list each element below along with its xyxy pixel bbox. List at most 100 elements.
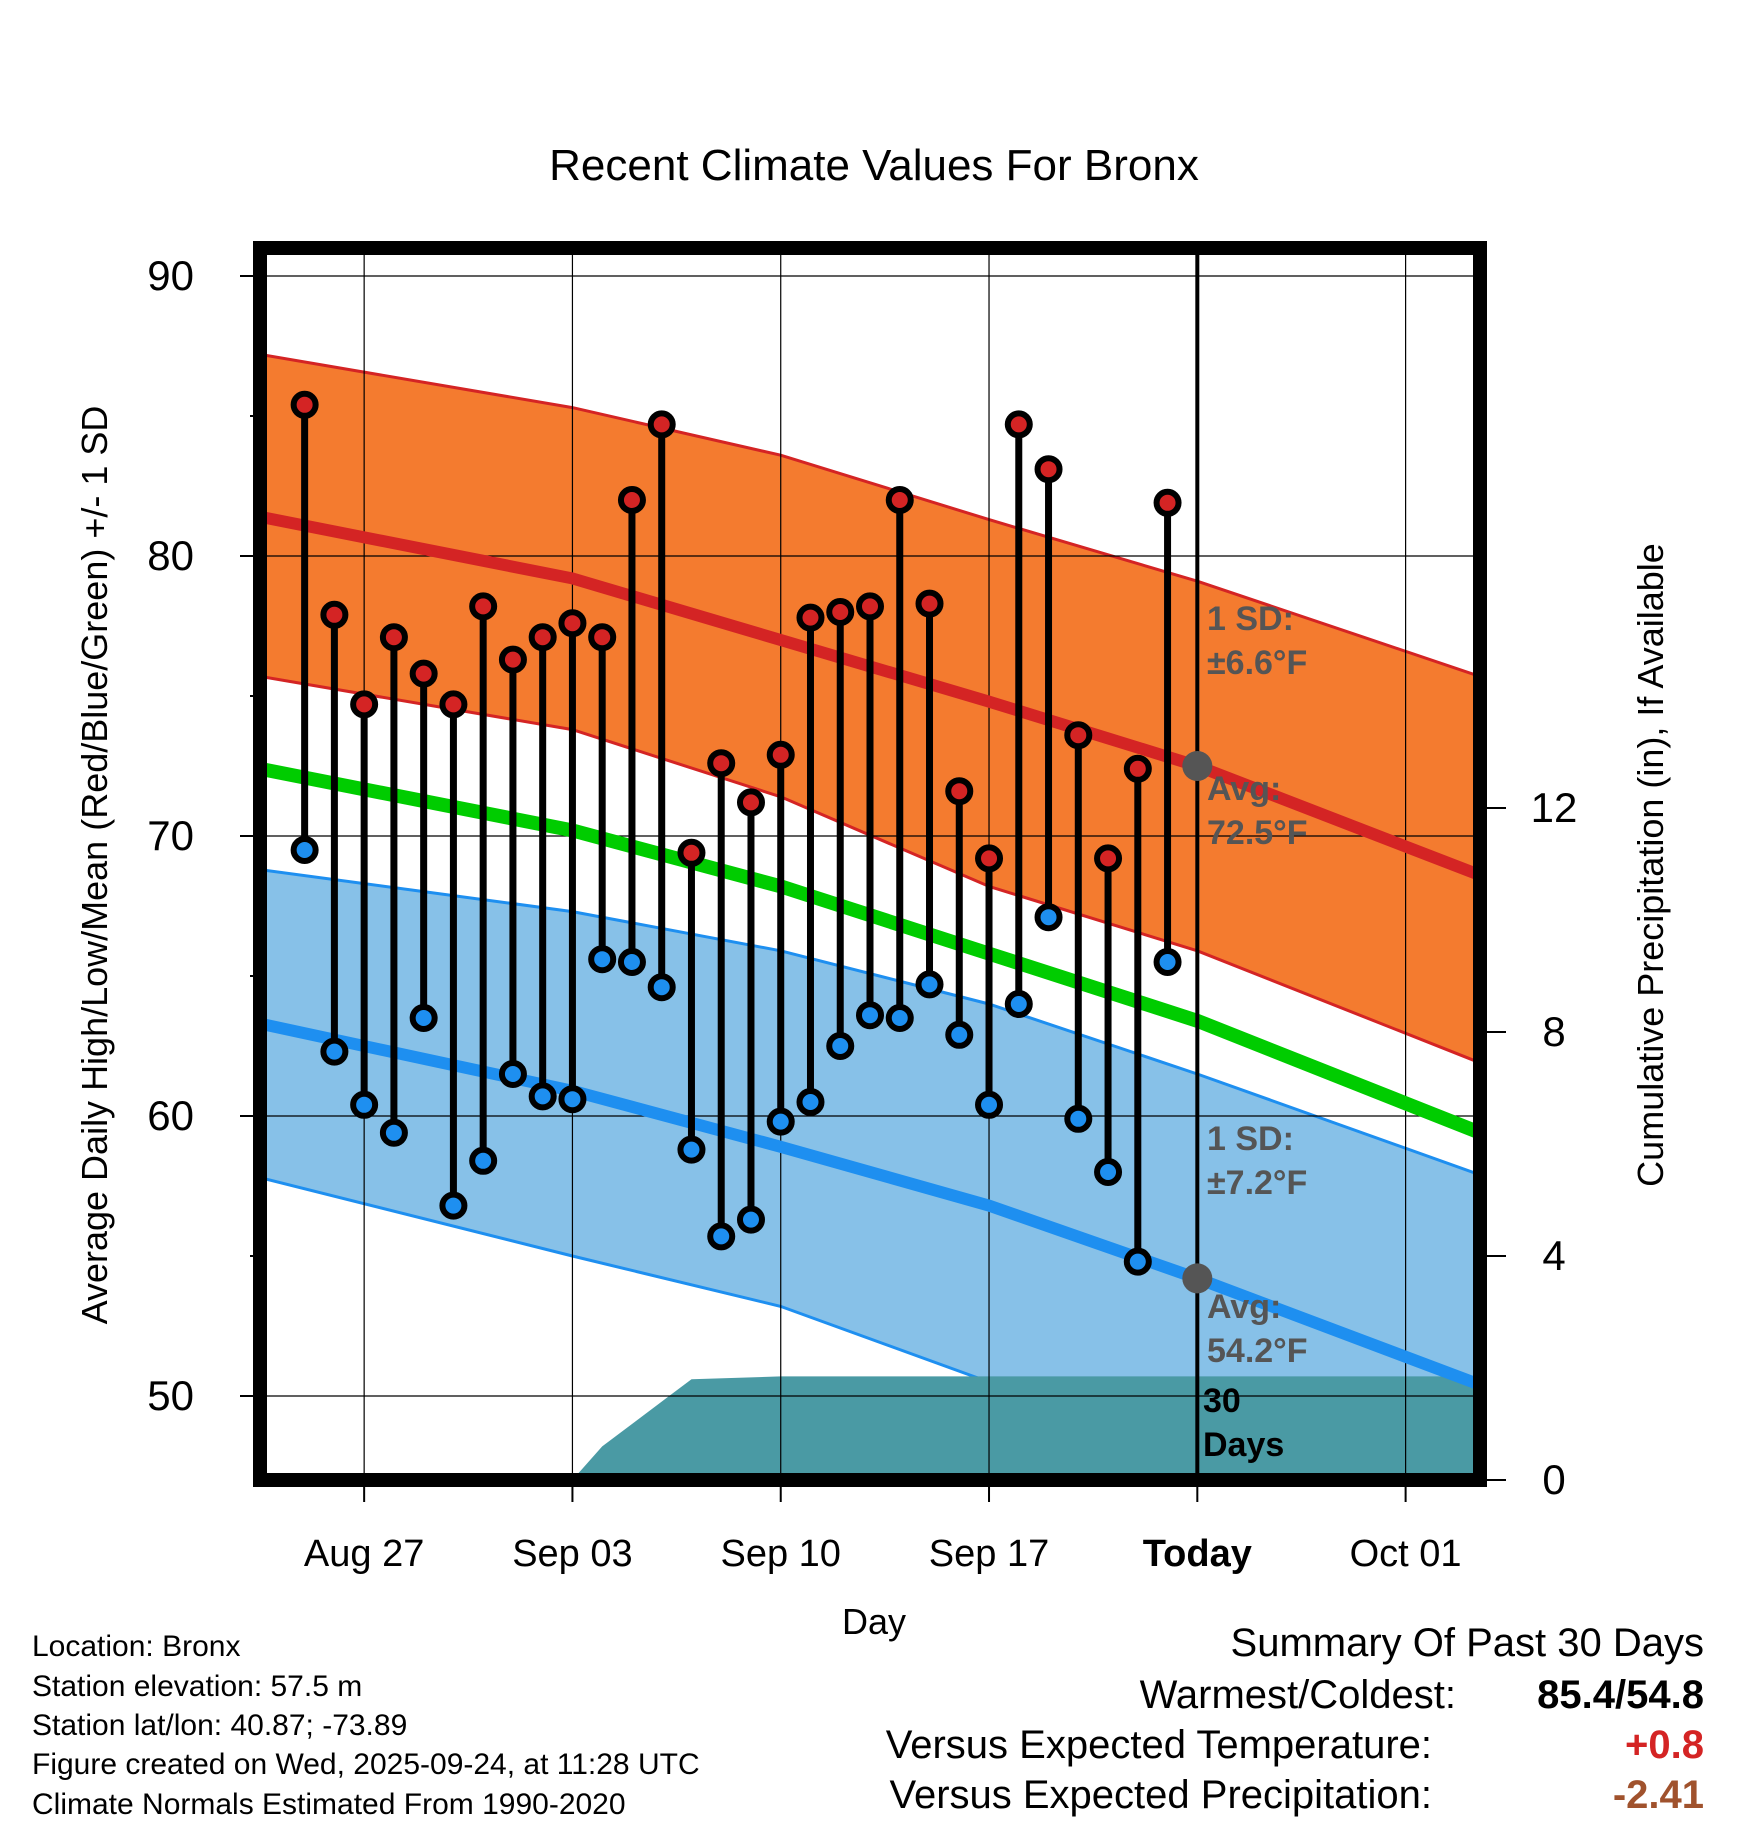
low-point — [677, 1135, 706, 1164]
low-point — [707, 1222, 736, 1251]
footer-elevation: Station elevation: 57.5 m — [32, 1670, 363, 1703]
high-point — [826, 598, 855, 626]
normal-high-line — [260, 510, 1480, 881]
summary-title: Summary Of Past 30 Days — [1230, 1621, 1704, 1665]
x-axis-label: Day — [842, 1601, 906, 1642]
low-point — [766, 1107, 795, 1136]
low-point — [498, 1060, 527, 1088]
summary-warm-cold-label: Warmest/Coldest: — [1139, 1673, 1456, 1717]
low-point — [1004, 990, 1033, 1018]
low-point — [320, 1037, 349, 1066]
high-point — [617, 486, 646, 514]
low-sd-lower-edge — [260, 1176, 1202, 1480]
high-point — [975, 844, 1004, 873]
high-sd-upper-edge — [260, 352, 1480, 678]
high-sd-value: ±6.6°F — [1207, 644, 1307, 682]
summary-precip-label: Versus Expected Precipitation: — [889, 1773, 1432, 1817]
high-point — [1094, 844, 1123, 873]
low-point — [528, 1082, 557, 1111]
low-avg-label: Avg: — [1207, 1288, 1281, 1326]
x-tick-label: Oct 01 — [1350, 1533, 1462, 1575]
high-point — [766, 740, 795, 769]
high-point — [439, 690, 468, 719]
high-point — [885, 486, 914, 514]
high-point — [856, 592, 884, 621]
low-point — [379, 1118, 408, 1147]
y2-tick-label: 0 — [1542, 1456, 1565, 1503]
low-point — [409, 1004, 438, 1032]
high-point — [945, 777, 974, 806]
summary-warm-cold-value: 85.4/54.8 — [1537, 1673, 1704, 1717]
x-tick-label: Sep 10 — [721, 1533, 841, 1575]
y-axis-label: Average Daily High/Low/Mean (Red/Blue/Gr… — [74, 406, 115, 1325]
high-point — [736, 788, 765, 817]
high-avg-value: 72.5°F — [1207, 814, 1308, 852]
high-point — [796, 603, 825, 632]
x-tick-label: Sep 03 — [512, 1533, 632, 1575]
low-point — [1064, 1104, 1093, 1133]
low-point — [975, 1090, 1004, 1119]
low-point — [915, 970, 944, 999]
low-sd-value: ±7.2°F — [1207, 1164, 1307, 1202]
summary-temp-value: +0.8 — [1625, 1723, 1704, 1767]
window-label-days: Days — [1203, 1426, 1284, 1464]
summary-precip-value: -2.41 — [1612, 1773, 1704, 1817]
y2-tick-label: 8 — [1542, 1008, 1565, 1055]
high-point — [1004, 410, 1033, 439]
low-point — [796, 1088, 825, 1116]
low-sd-upper-edge — [260, 868, 1480, 1177]
high-sd-label: 1 SD: — [1207, 600, 1294, 638]
high-point — [1123, 754, 1152, 783]
plot-frame — [253, 241, 1487, 1487]
footer-location: Location: Bronx — [32, 1630, 241, 1663]
low-point — [1094, 1158, 1123, 1186]
low-point — [439, 1191, 468, 1220]
summary-temp-label: Versus Expected Temperature: — [885, 1723, 1432, 1767]
high-point — [290, 390, 319, 419]
low-avg-value: 54.2°F — [1207, 1332, 1308, 1370]
high-point — [409, 659, 438, 688]
y2-tick-label: 4 — [1542, 1232, 1565, 1279]
low-point — [945, 1020, 974, 1049]
low-point — [617, 948, 646, 976]
low-point — [1034, 903, 1063, 932]
footer-created: Figure created on Wed, 2025-09-24, at 11… — [32, 1748, 700, 1781]
high-sd-lower-edge — [260, 674, 1480, 1065]
low-sd-label: 1 SD: — [1207, 1120, 1294, 1158]
high-point — [498, 645, 527, 674]
high-point — [558, 609, 587, 638]
footer-normals: Climate Normals Estimated From 1990-2020 — [32, 1788, 626, 1821]
y-tick-label: 50 — [147, 1372, 194, 1419]
high-point — [1064, 721, 1093, 750]
y-tick-label: 90 — [147, 252, 194, 299]
low-point — [826, 1032, 855, 1060]
today-low-normal-dot — [1182, 1263, 1213, 1294]
low-point — [736, 1205, 765, 1234]
precip-area — [260, 1376, 1480, 1480]
y2-axis-label: Cumulative Precipitation (in), If Availa… — [1630, 543, 1671, 1187]
low-point — [1153, 948, 1182, 976]
x-tick-label: Sep 17 — [929, 1533, 1049, 1575]
high-point — [647, 410, 676, 439]
chart-title: Recent Climate Values For Bronx — [549, 141, 1199, 190]
low-point — [469, 1146, 498, 1175]
y2-tick-label: 12 — [1531, 784, 1578, 831]
low-point — [290, 836, 319, 864]
high-point — [1034, 455, 1063, 484]
y-tick-label: 60 — [147, 1092, 194, 1139]
high-point — [469, 592, 498, 621]
high-point — [677, 838, 706, 867]
low-point — [856, 1001, 884, 1030]
today-high-normal-dot — [1182, 751, 1213, 781]
low-point — [1123, 1247, 1152, 1276]
high-point — [588, 623, 617, 652]
normal-mean-line — [260, 761, 1480, 1140]
high-point — [350, 690, 379, 719]
high-point — [379, 623, 408, 652]
x-tick-label: Aug 27 — [304, 1533, 424, 1575]
high-point — [915, 589, 944, 618]
high-point — [528, 623, 557, 652]
high-point — [320, 600, 349, 629]
low-point — [885, 1004, 914, 1032]
